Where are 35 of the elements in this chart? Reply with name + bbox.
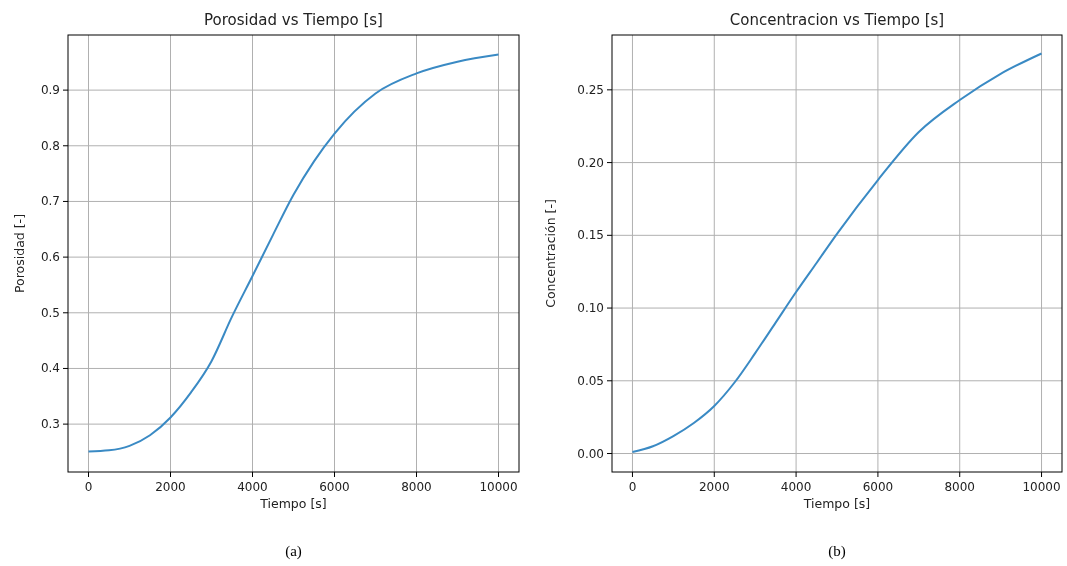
x-axis-title: Tiempo [s] [259,496,327,511]
x-tick-label: 8000 [944,480,975,494]
x-tick-label: 6000 [862,480,894,494]
y-tick-label: 0.6 [40,250,60,265]
y-tick-label: 0.8 [40,138,60,153]
x-tick-label: 2000 [699,480,730,494]
x-tick-label: 2000 [155,480,186,494]
y-axis-title: Porosidad [-] [12,213,27,294]
line-series [87,53,500,453]
x-axis-title: Tiempo [s] [802,496,871,511]
chart-title: Porosidad vs Tiempo [s] [204,11,383,29]
line-series [631,52,1043,454]
y-tick-label: 0.05 [577,373,604,388]
y-axis-title: Concentración [-] [543,199,558,308]
x-tick-label: 8000 [401,480,432,494]
text: (a) [285,543,302,560]
x-tick-label: 10000 [1022,480,1061,494]
y-tick-label: 0.10 [577,301,604,316]
x-tick-label: 10000 [479,480,518,494]
y-tick-label: 0.20 [577,155,604,170]
y-tick-label: 0.15 [577,228,604,243]
chart-title: Concentracion vs Tiempo [s] [729,11,945,29]
y-tick-label: 0.5 [40,305,60,320]
x-tick-label: 0 [84,480,93,494]
y-tick-label: 0.7 [40,194,60,209]
x-tick-label: 0 [628,480,637,494]
text: (b) [828,543,846,560]
x-tick-label: 6000 [319,480,350,494]
y-tick-label: 0.3 [40,417,60,432]
x-tick-label: 4000 [237,480,268,494]
y-tick-label: 0.4 [40,361,60,376]
x-tick-label: 4000 [780,480,812,494]
y-tick-label: 0.25 [577,82,604,97]
y-tick-label: 0.00 [577,446,604,461]
y-tick-label: 0.9 [40,83,60,98]
